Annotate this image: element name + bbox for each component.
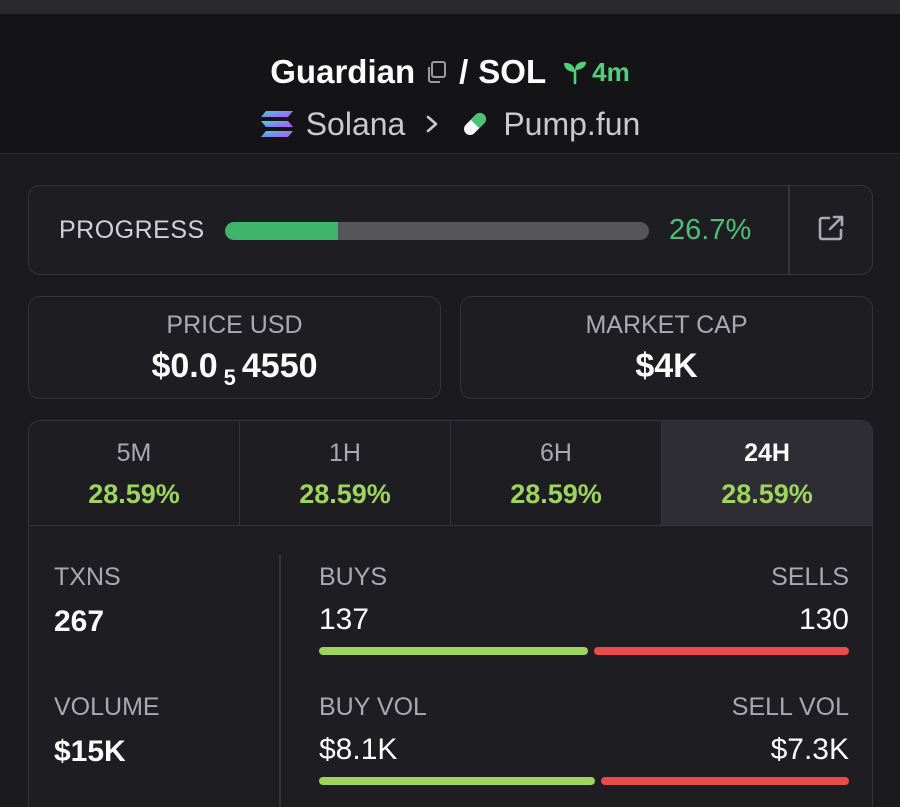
buy-vol-value: $8.1K (319, 733, 398, 766)
timeframe-stats-card: 5M 28.59% 1H 28.59% 6H 28.59% 24H 28.59%… (28, 420, 873, 807)
tab-change: 28.59% (88, 479, 180, 509)
tab-5m[interactable]: 5M 28.59% (29, 421, 240, 525)
market-cap-value: $4K (635, 347, 698, 385)
buys-label: BUYS (319, 563, 388, 591)
solana-icon (260, 109, 294, 139)
buy-vol-bar (319, 777, 595, 785)
price-zero-count: 5 (223, 365, 236, 390)
buys-bar (319, 647, 588, 655)
progress-label: PROGRESS (59, 216, 205, 244)
market-cap-card: MARKET CAP $4K (460, 296, 873, 399)
tab-24h[interactable]: 24H 28.59% (662, 421, 872, 525)
txns-value: 267 (54, 605, 105, 638)
sells-bar (594, 647, 849, 655)
price-usd-value: $0.0 5 4550 (29, 347, 440, 390)
tab-label: 1H (329, 439, 361, 467)
pair-separator: / (459, 53, 469, 90)
pill-icon (459, 108, 491, 140)
progress-divider (788, 186, 790, 274)
sell-vol-value: $7.3K (770, 733, 849, 766)
timeframe-tabs: 5M 28.59% 1H 28.59% 6H 28.59% 24H 28.59% (29, 421, 872, 526)
tab-1h[interactable]: 1H 28.59% (240, 421, 451, 525)
volume-value: $15K (54, 735, 126, 768)
buys-value: 137 (319, 603, 370, 636)
sells-label: SELLS (771, 563, 849, 591)
token-age: 4m (592, 56, 630, 87)
tab-label: 5M (116, 439, 152, 467)
token-title-row: Guardian / SOL 4m (0, 50, 900, 94)
price-prefix: $0.0 (151, 347, 218, 385)
buy-vol-label: BUY VOL (319, 693, 427, 721)
quote-symbol: SOL (478, 53, 547, 90)
tab-change: 28.59% (510, 479, 602, 509)
dex-name[interactable]: Pump.fun (503, 105, 641, 142)
external-link-button[interactable] (789, 186, 873, 274)
price-usd-card: PRICE USD $0.0 5 4550 (28, 296, 441, 399)
window-top-strip (0, 0, 900, 14)
external-link-icon (816, 213, 846, 248)
token-header: Guardian / SOL 4m (0, 14, 900, 154)
token-name: Guardian (270, 53, 416, 90)
chevron-right-icon (425, 114, 439, 134)
bonding-progress-card: PROGRESS 26.7% (28, 185, 873, 275)
metrics-divider (279, 555, 281, 807)
price-usd-label: PRICE USD (166, 311, 303, 339)
tab-change: 28.59% (299, 479, 391, 509)
txns-label: TXNS (54, 563, 121, 591)
price-digits: 4550 (241, 347, 318, 385)
chain-name[interactable]: Solana (305, 105, 406, 142)
tab-label: 6H (540, 439, 572, 467)
sells-value: 130 (798, 603, 849, 636)
tab-label: 24H (744, 439, 790, 467)
progress-bar (225, 222, 649, 240)
market-cap-label: MARKET CAP (585, 311, 748, 339)
sell-vol-bar (601, 777, 849, 785)
chain-breadcrumb: Solana Pump.fun (0, 102, 900, 146)
progress-bar-fill (225, 222, 339, 240)
progress-value: 26.7% (669, 214, 752, 246)
txn-metrics: TXNS 267 VOLUME $15K BUYS SELLS 137 130 … (29, 527, 872, 807)
sprout-icon (562, 59, 588, 85)
tab-6h[interactable]: 6H 28.59% (451, 421, 662, 525)
volume-label: VOLUME (54, 693, 160, 721)
tab-change: 28.59% (721, 479, 813, 509)
copy-icon[interactable] (425, 60, 447, 84)
sell-vol-label: SELL VOL (731, 693, 849, 721)
